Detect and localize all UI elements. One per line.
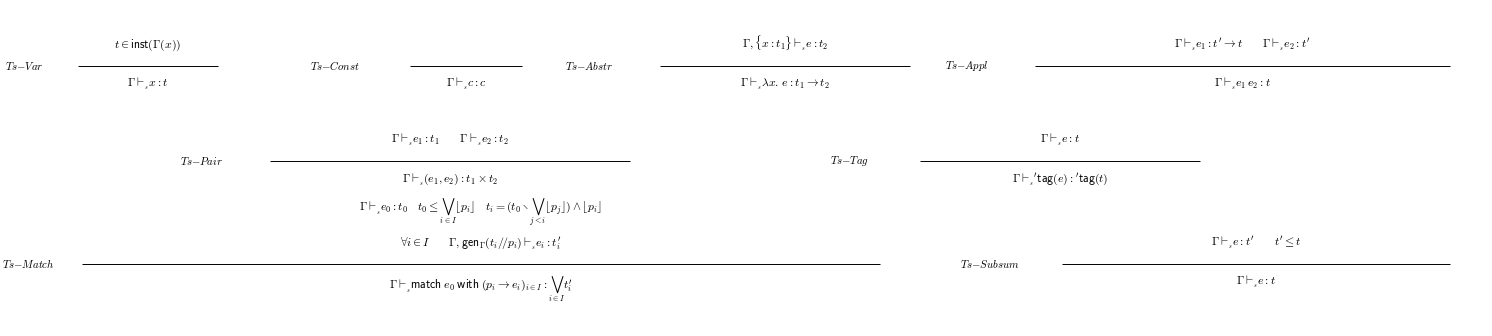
Text: $\Gamma \vdash_{\!\!{}_s} e_1: t_1 \quad\quad \Gamma \vdash_{\!\!{}_s} e_2: t_2$: $\Gamma \vdash_{\!\!{}_s} e_1: t_1 \quad… — [391, 132, 509, 148]
Text: $t \in \mathsf{inst}(\Gamma(x))$: $t \in \mathsf{inst}(\Gamma(x))$ — [115, 38, 182, 53]
Text: $\Gamma \vdash_{\!\!{}_s} \mathsf{match}\; e_0 \;\mathsf{with}\; (p_i \rightarro: $\Gamma \vdash_{\!\!{}_s} \mathsf{match}… — [389, 274, 573, 304]
Text: $\Gamma \vdash_{\!\!{}_s} e: t$: $\Gamma \vdash_{\!\!{}_s} e: t$ — [1235, 274, 1276, 290]
Text: $\mathit{Ts{-}Subsum}$: $\mathit{Ts{-}Subsum}$ — [959, 258, 1019, 270]
Text: $\mathit{Ts{-}Pair}$: $\mathit{Ts{-}Pair}$ — [181, 155, 222, 167]
Text: $\mathit{Ts{-}Match}$: $\mathit{Ts{-}Match}$ — [1, 257, 55, 270]
Text: $\Gamma \vdash_{\!\!{}_s} \lambda x.\, e: t_1 \rightarrow t_2$: $\Gamma \vdash_{\!\!{}_s} \lambda x.\, e… — [740, 76, 830, 92]
Text: $\Gamma \vdash_{\!\!{}_s} e: t^{\prime} \quad\quad t^{\prime} \leq t$: $\Gamma \vdash_{\!\!{}_s} e: t^{\prime} … — [1210, 234, 1301, 251]
Text: $\Gamma, \{x: t_1\} \vdash_{\!\!{}_s} e: t_2$: $\Gamma, \{x: t_1\} \vdash_{\!\!{}_s} e:… — [742, 33, 828, 53]
Text: $\Gamma \vdash_{\!\!{}_s} e_1: t^{\prime} \rightarrow t \quad\quad \Gamma \vdash: $\Gamma \vdash_{\!\!{}_s} e_1: t^{\prime… — [1174, 36, 1311, 53]
Text: $\Gamma \vdash_{\!\!{}_s} e_1\, e_2: t$: $\Gamma \vdash_{\!\!{}_s} e_1\, e_2: t$ — [1214, 76, 1271, 92]
Text: $\mathit{Ts{-}Var}$: $\mathit{Ts{-}Var}$ — [4, 60, 43, 72]
Text: $\Gamma \vdash_{\!\!{}_s} e_0: t_0 \quad t_0 \leq \bigvee_{i \in I} \lfloor p_i : $\Gamma \vdash_{\!\!{}_s} e_0: t_0 \quad… — [360, 197, 603, 229]
Text: $\mathit{Ts{-}Appl}$: $\mathit{Ts{-}Appl}$ — [944, 59, 989, 73]
Text: $\mathit{Ts{-}Abstr}$: $\mathit{Ts{-}Abstr}$ — [565, 60, 613, 72]
Text: $\Gamma \vdash_{\!\!{}_s} e: t$: $\Gamma \vdash_{\!\!{}_s} e: t$ — [1040, 132, 1080, 148]
Text: $\Gamma \vdash_{\!\!{}_s} \mathsf{'tag}(e): \mathsf{'tag}(t)$: $\Gamma \vdash_{\!\!{}_s} \mathsf{'tag}(… — [1012, 171, 1109, 188]
Text: $\Gamma \vdash_{\!\!{}_s} (e_1, e_2): t_1 \times t_2$: $\Gamma \vdash_{\!\!{}_s} (e_1, e_2): t_… — [401, 171, 498, 187]
Text: $\mathit{Ts{-}Tag}$: $\mathit{Ts{-}Tag}$ — [830, 154, 868, 168]
Text: $\forall i \in I \quad\quad \Gamma, \mathsf{gen}_{\Gamma}(t_i /\!/ p_i) \vdash_{: $\forall i \in I \quad\quad \Gamma, \mat… — [400, 234, 561, 251]
Text: $\mathit{Ts{-}Const}$: $\mathit{Ts{-}Const}$ — [310, 59, 360, 73]
Text: $\Gamma \vdash_{\!\!{}_s} x: t$: $\Gamma \vdash_{\!\!{}_s} x: t$ — [127, 76, 169, 92]
Text: $\Gamma \vdash_{\!\!{}_s} c: c$: $\Gamma \vdash_{\!\!{}_s} c: c$ — [446, 76, 486, 92]
